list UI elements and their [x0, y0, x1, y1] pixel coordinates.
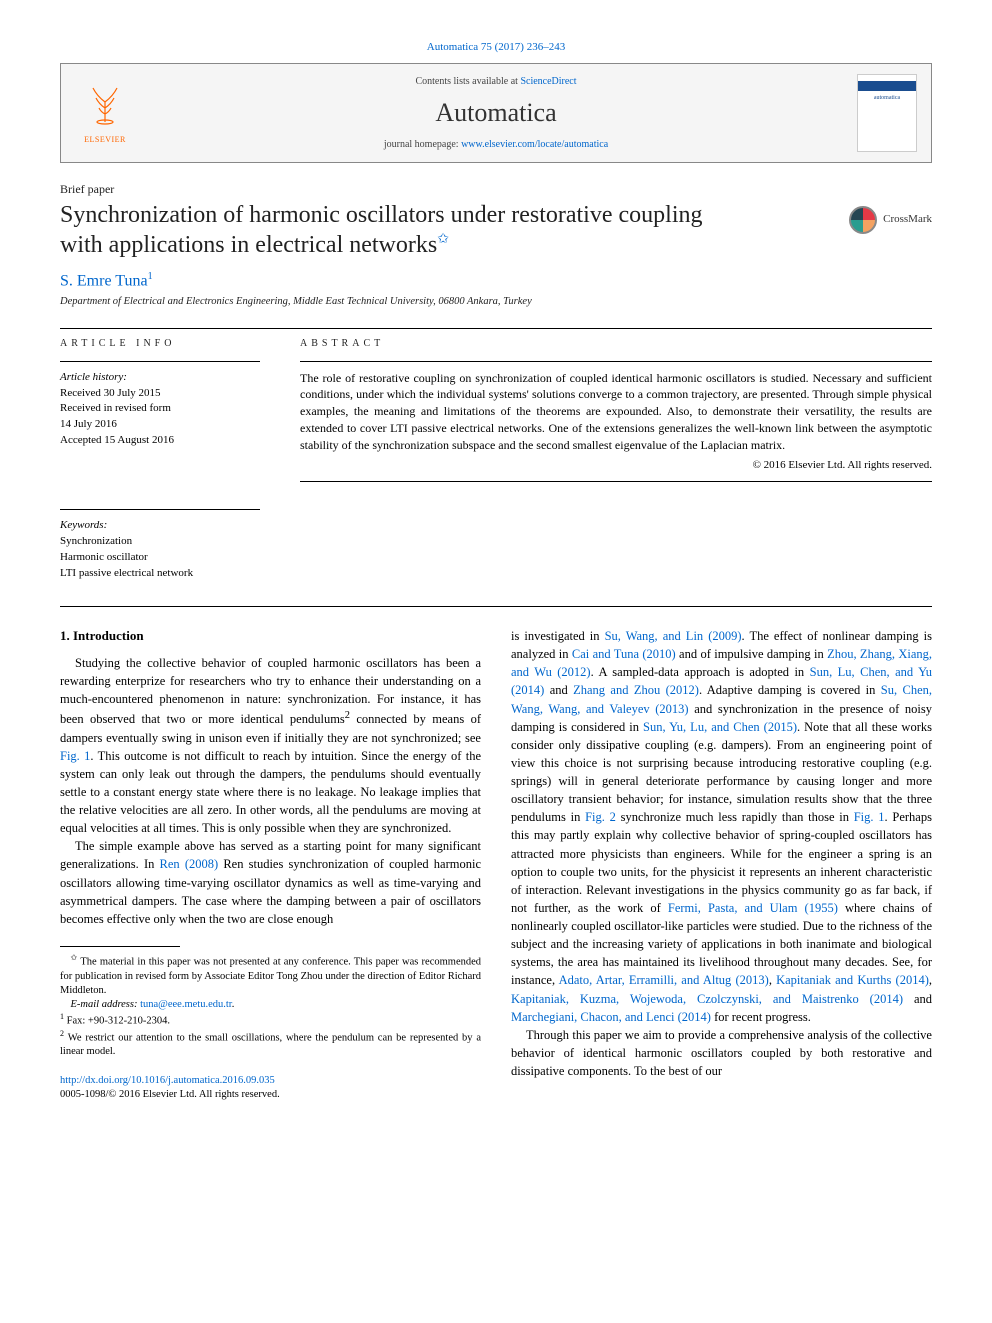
rule-info [60, 361, 260, 362]
history-accepted: Accepted 15 August 2016 [60, 433, 260, 449]
para-3: is investigated in Su, Wang, and Lin (20… [511, 627, 932, 1026]
body-text: 1. Introduction Studying the collective … [60, 627, 932, 1102]
title-line2: with applications in electrical networks [60, 232, 437, 258]
ref-sun2015[interactable]: Sun, Yu, Lu, and Chen (2015) [643, 720, 797, 734]
abstract-copyright: © 2016 Elsevier Ltd. All rights reserved… [300, 458, 932, 473]
keywords-block: Keywords: Synchronization Harmonic oscil… [60, 518, 260, 582]
history-received: Received 30 July 2015 [60, 386, 260, 402]
ref-kapitaniak2014b[interactable]: Kapitaniak, Kuzma, Wojewoda, Czolczynski… [511, 992, 903, 1006]
homepage-line: journal homepage: www.elsevier.com/locat… [135, 138, 857, 152]
author-affiliation: Department of Electrical and Electronics… [60, 295, 932, 310]
journal-cover-thumb: automatica [857, 74, 917, 152]
keyword-1: Synchronization [60, 534, 260, 550]
crossmark-badge[interactable]: CrossMark [849, 206, 932, 234]
author-link[interactable]: S. Emre Tuna [60, 273, 148, 290]
top-citation: Automatica 75 (2017) 236–243 [60, 40, 932, 55]
article-title: Synchronization of harmonic oscillators … [60, 200, 829, 260]
abstract-column: ABSTRACT The role of restorative couplin… [300, 337, 932, 582]
rule-top [60, 328, 932, 329]
footnote-email: E-mail address: tuna@eee.metu.edu.tr. [60, 998, 481, 1012]
header-center: Contents lists available at ScienceDirec… [135, 75, 857, 151]
doi-block: http://dx.doi.org/10.1016/j.automatica.2… [60, 1074, 481, 1102]
homepage-prefix: journal homepage: [384, 139, 461, 150]
para-4: Through this paper we aim to provide a c… [511, 1026, 932, 1080]
ref-fermi1955[interactable]: Fermi, Pasta, and Ulam (1955) [668, 901, 838, 915]
footnote-rule [60, 946, 180, 947]
elsevier-tree-icon [83, 82, 127, 132]
email-link[interactable]: tuna@eee.metu.edu.tr [140, 999, 232, 1010]
rule-keywords [60, 509, 260, 510]
section-heading-intro: 1. Introduction [60, 627, 481, 646]
crossmark-icon [849, 206, 877, 234]
contents-prefix: Contents lists available at [415, 76, 520, 87]
fig1-link[interactable]: Fig. 1 [60, 749, 90, 763]
abstract-text: The role of restorative coupling on sync… [300, 370, 932, 454]
ref-zhang2012[interactable]: Zhang and Zhou (2012) [573, 683, 699, 697]
elsevier-label: ELSEVIER [84, 134, 126, 145]
footnote-star: ✩ The material in this paper was not pre… [60, 953, 481, 998]
fig2-link[interactable]: Fig. 2 [585, 810, 616, 824]
sciencedirect-link[interactable]: ScienceDirect [520, 76, 576, 87]
keyword-3: LTI passive electrical network [60, 566, 260, 582]
article-info-label: ARTICLE INFO [60, 337, 260, 351]
ref-kapitaniak2014a[interactable]: Kapitaniak and Kurths (2014) [776, 973, 929, 987]
homepage-link[interactable]: www.elsevier.com/locate/automatica [461, 139, 608, 150]
fig1-link-2[interactable]: Fig. 1 [854, 810, 885, 824]
journal-name: Automatica [135, 95, 857, 131]
keywords-heading: Keywords: [60, 518, 260, 534]
doi-link[interactable]: http://dx.doi.org/10.1016/j.automatica.2… [60, 1075, 275, 1086]
rule-body-top [60, 606, 932, 607]
footnote-1: 1 Fax: +90-312-210-2304. [60, 1012, 481, 1029]
history-revised-2: 14 July 2016 [60, 417, 260, 433]
title-footnote-marker[interactable]: ✩ [437, 232, 449, 247]
footnotes: ✩ The material in this paper was not pre… [60, 953, 481, 1060]
article-history: Article history: Received 30 July 2015 R… [60, 370, 260, 450]
issn-line: 0005-1098/© 2016 Elsevier Ltd. All right… [60, 1089, 280, 1100]
para-2: The simple example above has served as a… [60, 837, 481, 928]
ref-ren2008[interactable]: Ren (2008) [160, 857, 219, 871]
para-1: Studying the collective behavior of coup… [60, 654, 481, 837]
abstract-label: ABSTRACT [300, 337, 932, 351]
rule-abstract-bottom [300, 481, 932, 482]
contents-line: Contents lists available at ScienceDirec… [135, 75, 857, 89]
title-line1: Synchronization of harmonic oscillators … [60, 202, 703, 228]
article-type: Brief paper [60, 181, 932, 198]
ref-marchegiani2014[interactable]: Marchegiani, Chacon, and Lenci (2014) [511, 1010, 711, 1024]
citation-link[interactable]: Automatica 75 (2017) 236–243 [427, 41, 565, 53]
author-footnote-marker[interactable]: 1 [148, 271, 153, 282]
footnote-2: 2 We restrict our attention to the small… [60, 1029, 481, 1060]
elsevier-logo: ELSEVIER [75, 78, 135, 148]
keyword-2: Harmonic oscillator [60, 550, 260, 566]
crossmark-label: CrossMark [883, 212, 932, 227]
ref-adato2013[interactable]: Adato, Artar, Erramilli, and Altug (2013… [559, 973, 769, 987]
article-info-column: ARTICLE INFO Article history: Received 3… [60, 337, 260, 582]
author-name: S. Emre Tuna1 [60, 270, 932, 293]
rule-abstract [300, 361, 932, 362]
history-heading: Article history: [60, 370, 260, 386]
history-revised-1: Received in revised form [60, 401, 260, 417]
ref-su2009[interactable]: Su, Wang, and Lin (2009) [605, 629, 742, 643]
ref-cai2010[interactable]: Cai and Tuna (2010) [572, 647, 676, 661]
cover-label: automatica [874, 94, 900, 102]
journal-header-box: ELSEVIER Contents lists available at Sci… [60, 63, 932, 163]
